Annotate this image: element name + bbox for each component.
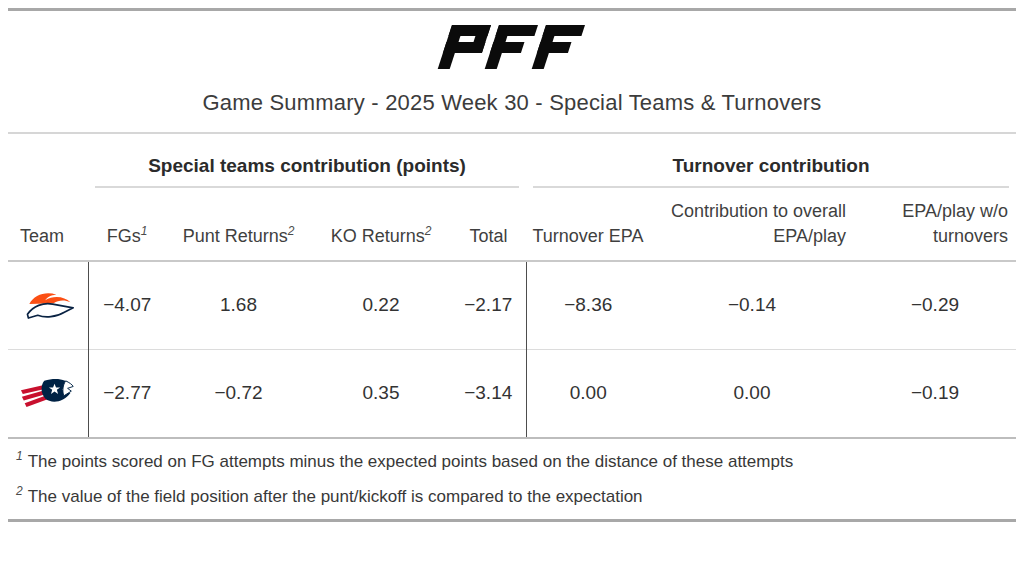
table-row-patriots: −2.77 −0.72 0.35 −3.14 0.00 0.00 −0.19 [8, 349, 1016, 437]
col-header-contribution-epa-play: Contribution to overall EPA/play [650, 188, 854, 261]
team-cell-patriots [8, 349, 88, 437]
group-header-turnover: Turnover contribution [526, 134, 1016, 188]
cell-turnover-epa: 0.00 [526, 349, 650, 437]
summary-table: Special teams contribution (points) Turn… [8, 134, 1016, 437]
footnote-1: 1 The points scored on FG attempts minus … [16, 449, 1008, 473]
table-row-broncos: −4.07 1.68 0.22 −2.17 −8.36 −0.14 −0.29 [8, 261, 1016, 349]
group-header-turnover-label: Turnover contribution [533, 155, 1009, 188]
footnote-1-text: The points scored on FG attempts minus t… [28, 452, 793, 471]
cell-punt-returns: −0.72 [166, 349, 311, 437]
team-cell-broncos [8, 261, 88, 349]
cell-fgs: −4.07 [88, 261, 166, 349]
column-header-row: Team FGs1 Punt Returns2 KO Returns2 Tota… [8, 188, 1016, 261]
group-header-special-teams: Special teams contribution (points) [88, 134, 526, 188]
col-header-turnover-epa: Turnover EPA [526, 188, 650, 261]
col-header-ko-returns-label: KO Returns [331, 226, 425, 246]
cell-turnover-epa: −8.36 [526, 261, 650, 349]
cell-epa-wo-turnovers: −0.29 [854, 261, 1016, 349]
cell-fgs: −2.77 [88, 349, 166, 437]
page-title: Game Summary - 2025 Week 30 - Special Te… [8, 80, 1016, 132]
pff-report-page: Game Summary - 2025 Week 30 - Special Te… [8, 8, 1016, 522]
group-header-spacer [8, 134, 88, 188]
cell-contribution: 0.00 [650, 349, 854, 437]
footnote-2-text: The value of the field position after th… [28, 486, 643, 505]
new-england-patriots-logo-icon [20, 376, 76, 410]
col-header-fgs: FGs1 [88, 188, 166, 261]
pff-logo [8, 11, 1016, 80]
pff-logo-icon [436, 24, 588, 70]
col-header-fgs-label: FGs [107, 226, 141, 246]
col-header-total: Total [451, 188, 526, 261]
col-header-epa-play-wo-turnovers: EPA/play w/o turnovers [854, 188, 1016, 261]
cell-total: −3.14 [451, 349, 526, 437]
col-header-ko-returns-footnote-marker: 2 [425, 224, 432, 238]
cell-ko-returns: 0.35 [311, 349, 451, 437]
col-header-punt-returns: Punt Returns2 [166, 188, 311, 261]
col-header-fgs-footnote-marker: 1 [141, 224, 148, 238]
col-header-team: Team [8, 188, 88, 261]
cell-total: −2.17 [451, 261, 526, 349]
cell-epa-wo-turnovers: −0.19 [854, 349, 1016, 437]
cell-punt-returns: 1.68 [166, 261, 311, 349]
col-header-punt-returns-footnote-marker: 2 [288, 224, 295, 238]
denver-broncos-logo-icon [20, 288, 76, 322]
bottom-border-rule [8, 519, 1016, 522]
group-header-row: Special teams contribution (points) Turn… [8, 134, 1016, 188]
footnotes: 1 The points scored on FG attempts minus … [8, 439, 1016, 508]
footnote-1-marker: 1 [16, 449, 23, 463]
cell-contribution: −0.14 [650, 261, 854, 349]
group-header-special-teams-label: Special teams contribution (points) [95, 155, 519, 188]
col-header-punt-returns-label: Punt Returns [183, 226, 288, 246]
footnote-2: 2 The value of the field position after t… [16, 484, 1008, 508]
cell-ko-returns: 0.22 [311, 261, 451, 349]
footnote-2-marker: 2 [16, 484, 23, 498]
col-header-ko-returns: KO Returns2 [311, 188, 451, 261]
